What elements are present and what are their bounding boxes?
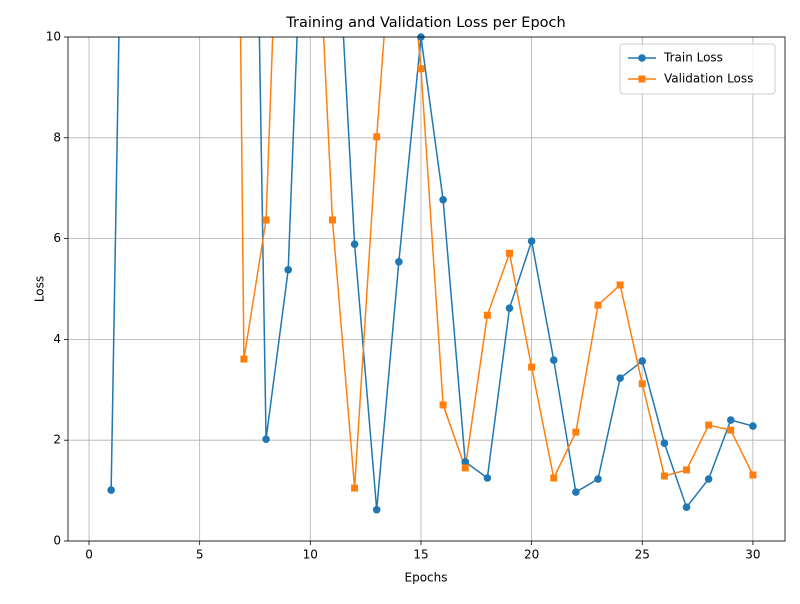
marker [638, 54, 646, 62]
y-tick-label: 8 [53, 130, 61, 144]
marker [594, 301, 602, 309]
marker [704, 475, 713, 483]
marker [372, 505, 381, 514]
legend-label: Train Loss [663, 51, 723, 65]
marker [351, 484, 359, 492]
marker [461, 458, 470, 466]
marker [395, 257, 403, 266]
marker [616, 281, 624, 289]
marker [284, 266, 292, 274]
x-tick-label: 15 [413, 548, 428, 562]
x-tick-label: 0 [85, 548, 93, 562]
x-tick-label: 25 [635, 548, 650, 562]
marker [527, 237, 536, 245]
marker [549, 356, 558, 364]
marker [705, 421, 713, 429]
y-tick-label: 0 [53, 534, 61, 548]
marker [660, 439, 669, 448]
marker [505, 304, 514, 312]
marker [439, 401, 447, 409]
marker [550, 474, 558, 482]
legend-box [619, 43, 776, 95]
marker [461, 464, 469, 472]
x-tick-label: 30 [745, 548, 760, 562]
marker [683, 466, 691, 474]
marker [682, 503, 691, 512]
marker [638, 357, 647, 365]
marker [616, 374, 624, 383]
series-line [239, 37, 754, 489]
marker [417, 65, 425, 73]
marker [749, 422, 757, 430]
marker [328, 216, 336, 224]
chart-title: Training and Validation Loss per Epoch [285, 15, 565, 31]
marker [594, 475, 602, 483]
marker [638, 380, 646, 388]
y-tick-label: 2 [53, 433, 61, 447]
marker [439, 195, 447, 204]
marker [240, 355, 248, 363]
y-tick-label: 6 [53, 231, 61, 245]
marker [572, 428, 580, 436]
series-line [110, 37, 754, 510]
marker [505, 249, 513, 257]
marker [638, 75, 646, 83]
markers [107, 33, 757, 514]
marker [262, 216, 270, 224]
y-tick-label: 4 [53, 332, 61, 346]
marker [262, 435, 270, 443]
marker [572, 488, 580, 496]
legend-label: Validation Loss [664, 72, 753, 86]
marker [727, 426, 735, 434]
legend: Train Loss Validation Loss [619, 43, 776, 95]
plot-area [110, 37, 754, 510]
marker [483, 311, 491, 319]
marker [350, 240, 359, 248]
marker [528, 363, 536, 371]
x-tick-label: 5 [196, 548, 204, 562]
axes-frame [67, 36, 786, 542]
x-axis-label: Epochs [405, 571, 448, 585]
marker [726, 416, 735, 424]
y-axis-label: Loss [33, 276, 47, 302]
marker [483, 474, 492, 482]
x-tick-label: 10 [303, 548, 318, 562]
marker [373, 133, 381, 141]
marker [107, 486, 115, 494]
marker [660, 472, 668, 480]
marker [749, 471, 757, 479]
y-tick-label: 10 [46, 30, 61, 44]
x-tick-label: 20 [524, 548, 539, 562]
